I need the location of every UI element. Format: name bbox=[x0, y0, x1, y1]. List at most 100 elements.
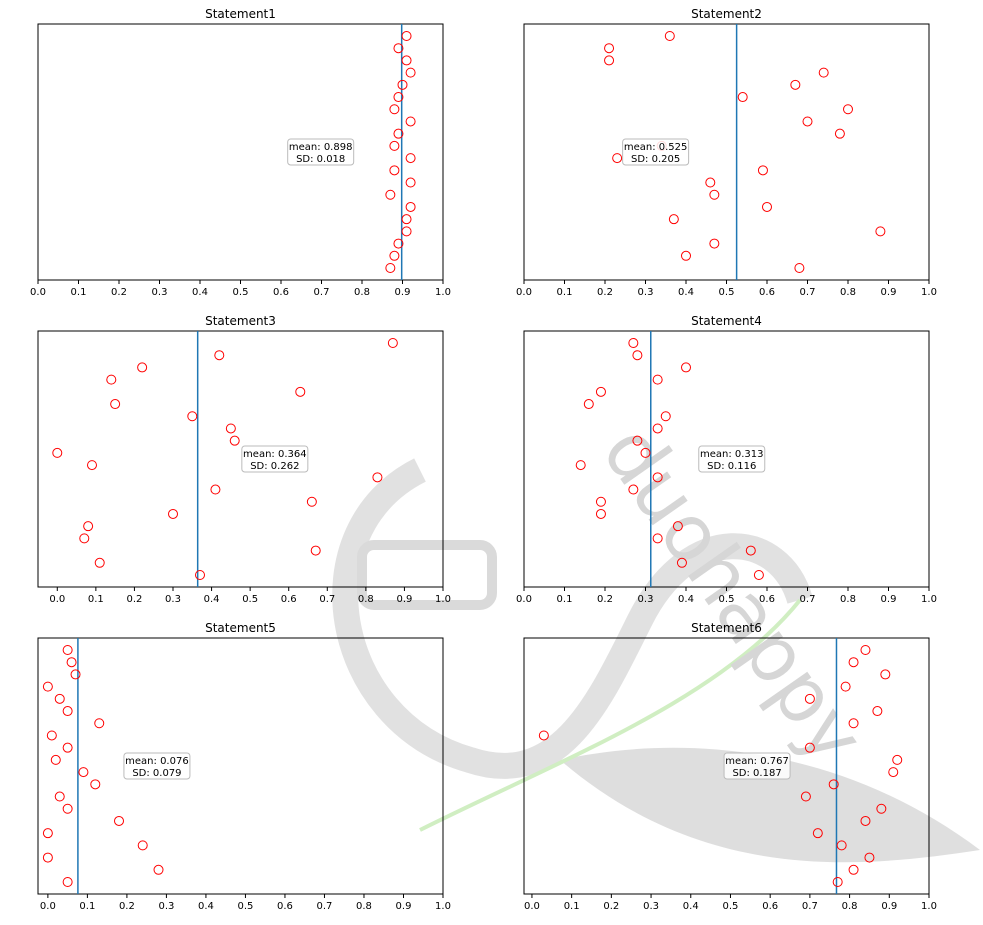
chart-title: Statement5 bbox=[205, 621, 276, 635]
watermark-book-shape bbox=[357, 540, 497, 610]
data-point bbox=[405, 116, 416, 127]
data-point bbox=[70, 669, 81, 680]
x-tick-label: 0.8 bbox=[840, 287, 856, 298]
chart-title: Statement4 bbox=[691, 314, 762, 328]
watermark-heart-stroke bbox=[332, 458, 813, 779]
data-point bbox=[42, 852, 53, 863]
x-tick-label: 0.5 bbox=[242, 594, 258, 605]
data-point bbox=[401, 214, 412, 225]
x-tick-label: 0.7 bbox=[319, 594, 335, 605]
x-tick-label: 0.6 bbox=[281, 594, 297, 605]
chart-panel-4: Statement4 0.0 0.1 0.2 0.3 0.4 0.5 0.6 0.7 0.8 0.9… bbox=[516, 314, 937, 605]
data-point bbox=[762, 201, 772, 212]
data-point bbox=[401, 31, 412, 41]
data-point bbox=[62, 742, 73, 753]
data-point bbox=[709, 238, 720, 249]
x-tick-label: 0.3 bbox=[152, 287, 168, 298]
axes-frame bbox=[37, 637, 444, 895]
data-point bbox=[195, 570, 205, 580]
data-point bbox=[681, 362, 691, 373]
data-point bbox=[90, 779, 101, 790]
x-tick-label: 0.9 bbox=[881, 594, 897, 605]
data-point bbox=[87, 460, 97, 471]
data-point bbox=[745, 545, 756, 556]
data-point bbox=[660, 411, 671, 422]
data-point bbox=[664, 31, 675, 41]
data-point bbox=[137, 840, 148, 851]
x-tick-label: 0.5 bbox=[237, 901, 253, 912]
x-tick-label: 0.1 bbox=[71, 287, 87, 298]
data-point bbox=[405, 67, 416, 78]
data-point bbox=[229, 435, 240, 446]
data-point bbox=[225, 423, 236, 434]
x-tick-label: 1.0 bbox=[921, 901, 937, 912]
data-point bbox=[828, 779, 839, 790]
x-tick-label: 0.5 bbox=[719, 287, 735, 298]
data-point bbox=[137, 362, 148, 373]
data-point bbox=[110, 399, 121, 410]
x-tick-label: 0.6 bbox=[759, 287, 775, 298]
x-tick-label: 0.5 bbox=[719, 594, 735, 605]
data-point bbox=[676, 557, 687, 568]
data-point bbox=[50, 754, 61, 765]
data-point bbox=[632, 350, 643, 361]
chart-panel-2: Statement2 0.0 0.1 0.2 0.3 0.4 0.5 0.6 0.7 0.8 0.9… bbox=[516, 7, 937, 298]
chart-title: Statement1 bbox=[205, 7, 276, 21]
stats-mean-label: mean: 0.076 bbox=[125, 756, 189, 767]
data-point bbox=[705, 177, 716, 188]
x-tick-label: 0.1 bbox=[564, 901, 580, 912]
x-tick-label: 0.2 bbox=[597, 287, 613, 298]
x-tick-label: 0.9 bbox=[881, 901, 897, 912]
stats-mean-label: mean: 0.313 bbox=[700, 449, 764, 460]
data-point bbox=[681, 250, 691, 261]
data-point bbox=[860, 815, 871, 826]
data-point bbox=[94, 718, 105, 729]
chart-title: Statement3 bbox=[205, 314, 276, 328]
data-point bbox=[652, 472, 663, 483]
x-tick-label: 1.0 bbox=[921, 287, 937, 298]
x-tick-label: 0.4 bbox=[204, 594, 220, 605]
data-point bbox=[604, 55, 615, 66]
x-tick-label: 0.9 bbox=[395, 287, 411, 298]
data-point bbox=[595, 496, 606, 507]
data-point bbox=[709, 189, 720, 200]
stats-box bbox=[723, 752, 791, 780]
data-point bbox=[210, 484, 221, 495]
x-tick-label: 0.4 bbox=[683, 901, 699, 912]
data-point bbox=[876, 803, 887, 814]
x-tick-label: 0.1 bbox=[557, 594, 573, 605]
watermark-leaf bbox=[560, 747, 980, 863]
stats-sd-label: SD: 0.116 bbox=[707, 461, 756, 472]
data-point bbox=[46, 730, 57, 741]
data-point bbox=[401, 55, 412, 66]
x-tick-label: 0.6 bbox=[277, 901, 293, 912]
data-point bbox=[832, 877, 843, 887]
data-point bbox=[187, 411, 198, 422]
data-point bbox=[385, 263, 396, 273]
x-tick-label: 0.1 bbox=[79, 901, 95, 912]
x-tick-label: 1.0 bbox=[921, 594, 937, 605]
data-point bbox=[397, 79, 408, 90]
watermark-green-stroke bbox=[419, 598, 802, 832]
data-point bbox=[385, 189, 396, 200]
data-point bbox=[389, 250, 400, 261]
data-point bbox=[66, 657, 77, 668]
x-tick-label: 0.0 bbox=[49, 594, 65, 605]
data-point bbox=[836, 840, 847, 851]
chart-panel-1: Statement1 0.0 0.1 0.2 0.3 0.4 0.5 0.6 0.7 0.8 0.9… bbox=[30, 7, 451, 298]
data-point bbox=[640, 447, 651, 458]
data-point bbox=[54, 791, 65, 802]
data-point bbox=[790, 79, 801, 90]
x-tick-label: 0.8 bbox=[356, 901, 372, 912]
x-tick-label: 0.3 bbox=[165, 594, 181, 605]
data-point bbox=[78, 767, 89, 778]
data-point bbox=[604, 43, 615, 54]
data-point bbox=[875, 226, 886, 237]
data-point bbox=[843, 104, 853, 115]
data-point bbox=[800, 791, 811, 802]
x-tick-label: 0.8 bbox=[842, 901, 858, 912]
data-point bbox=[389, 140, 400, 151]
data-point bbox=[737, 92, 748, 103]
x-tick-label: 0.1 bbox=[88, 594, 104, 605]
axes-frame bbox=[523, 23, 930, 281]
